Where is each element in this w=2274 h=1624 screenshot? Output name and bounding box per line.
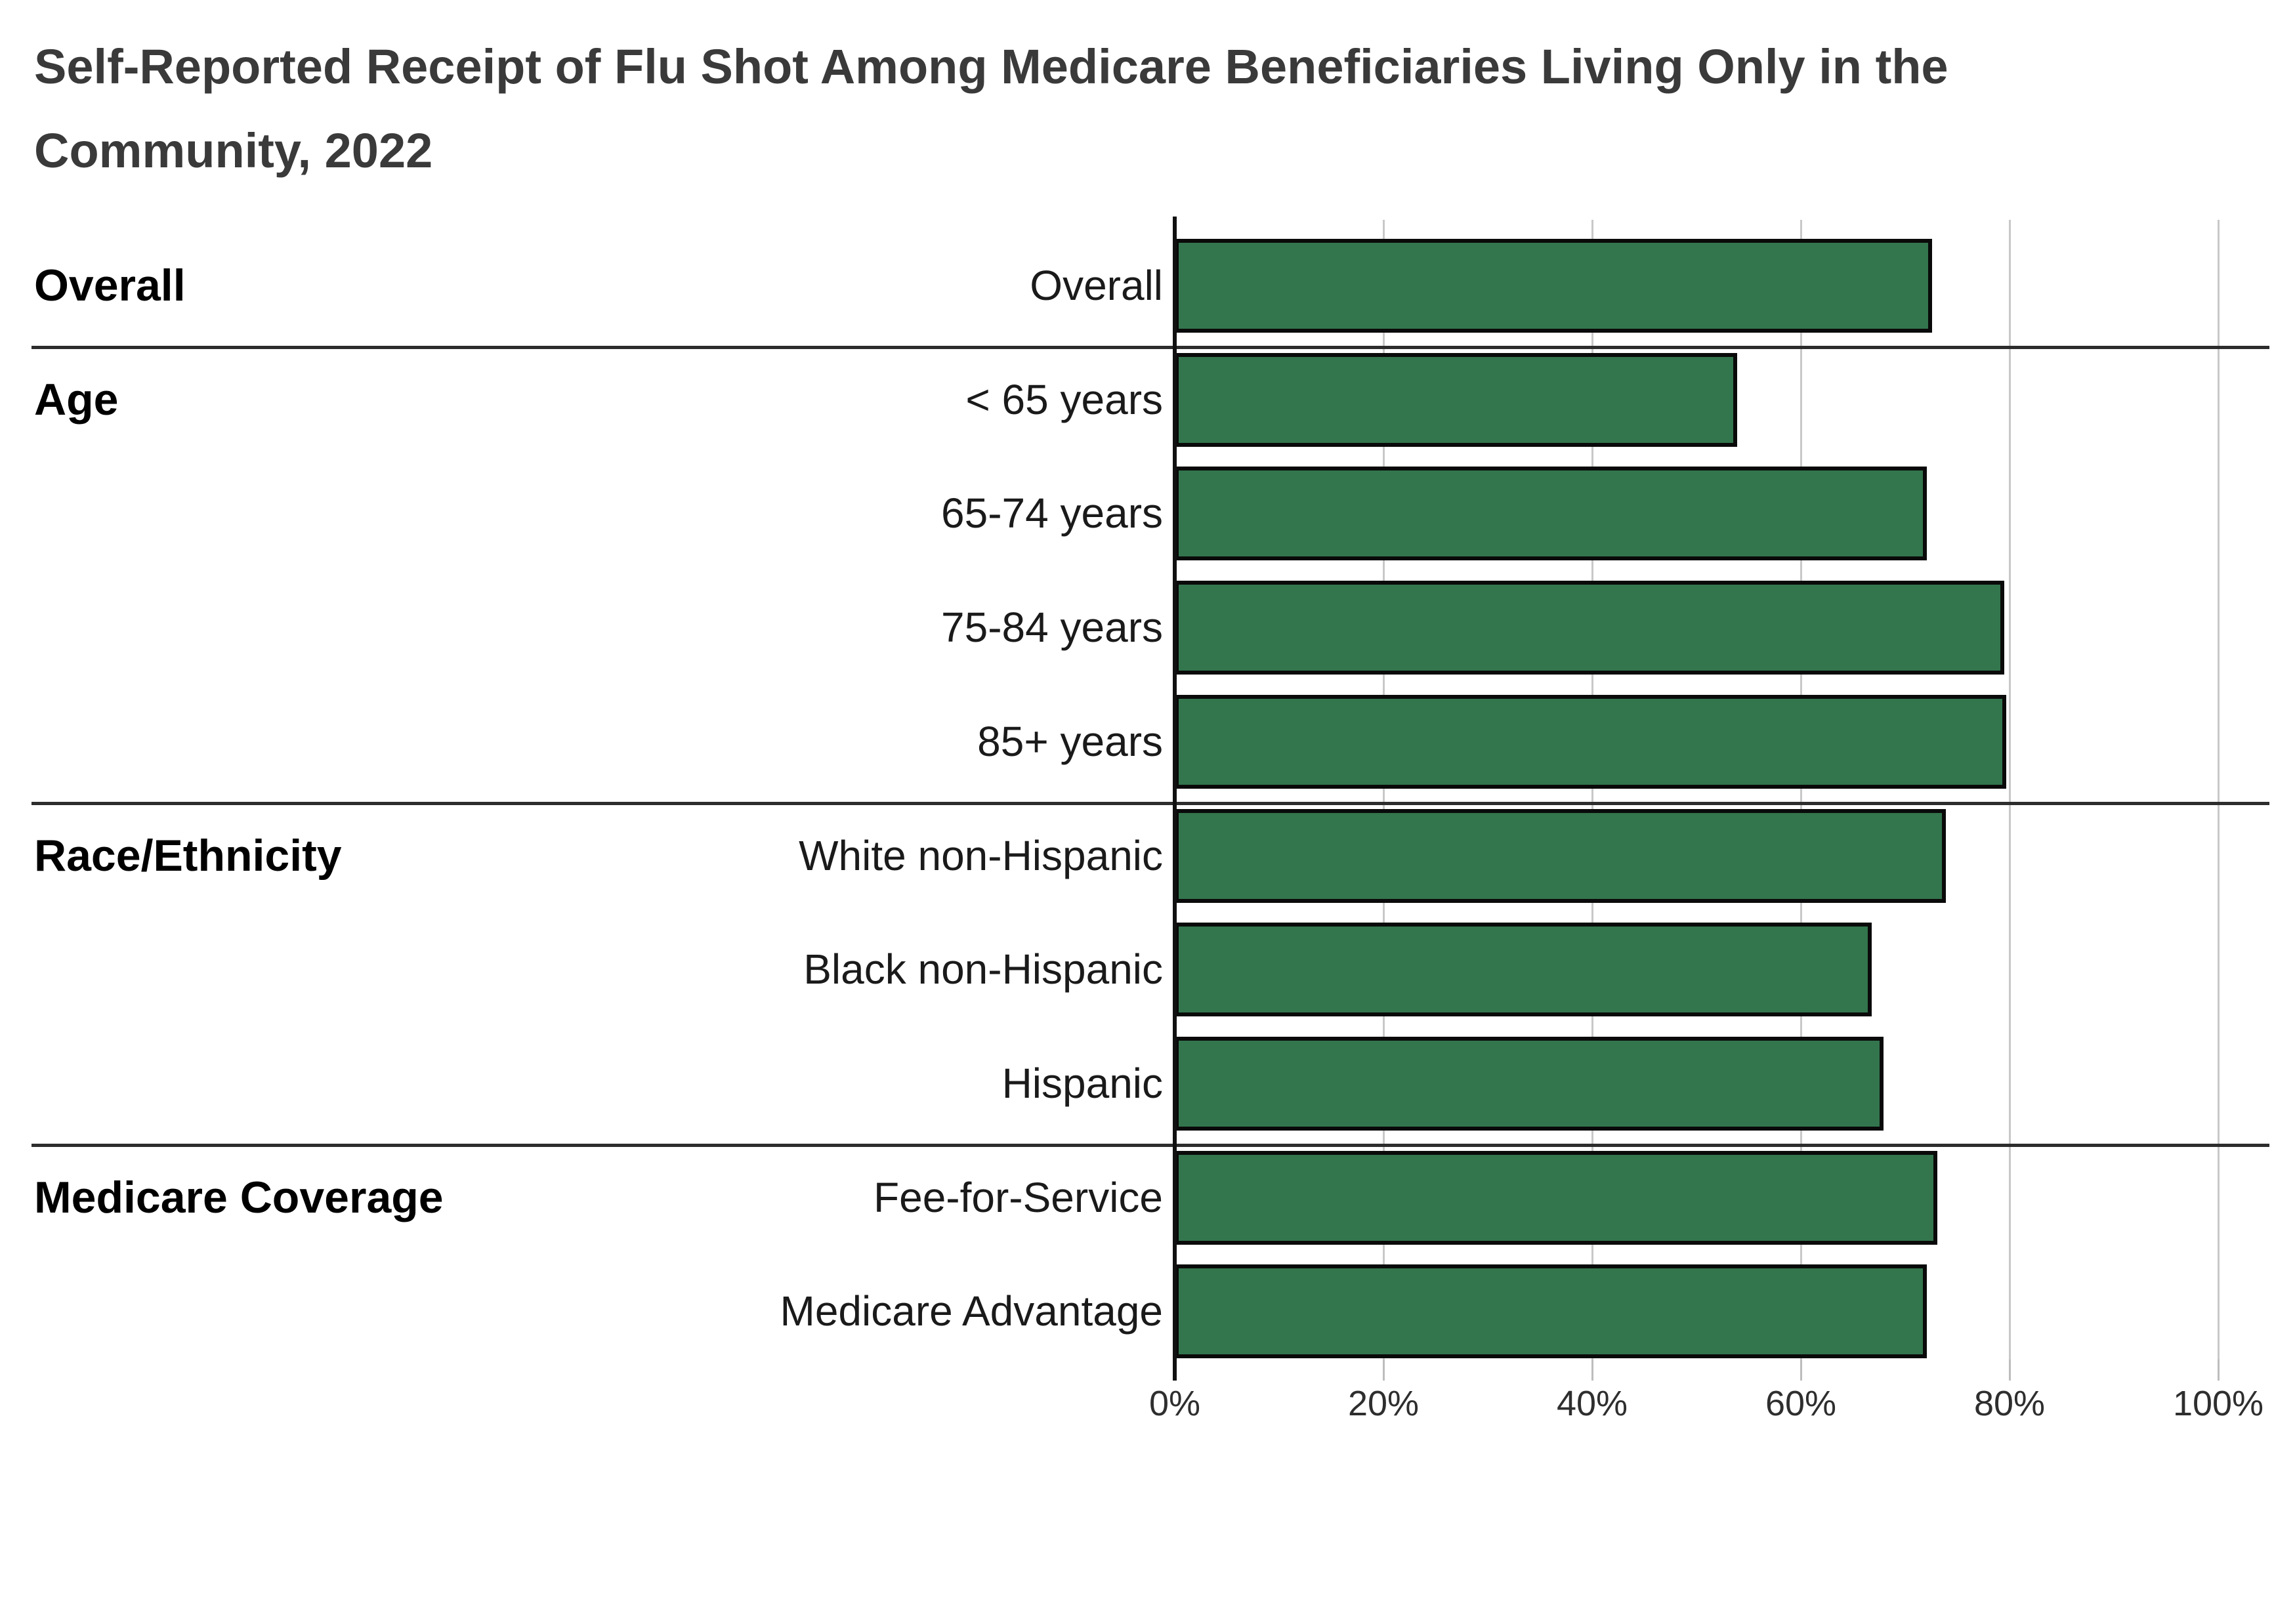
group-label-medicare-coverage: Medicare Coverage — [34, 1172, 444, 1222]
bar-75-84-years — [1175, 581, 2004, 675]
section-separator-after-hispanic — [32, 1144, 2269, 1147]
x-tick-label-100pct: 100% — [2172, 1384, 2264, 1423]
group-label-age: Age — [34, 374, 119, 425]
gridline-80% — [2009, 220, 2011, 1360]
x-tick-label-20pct: 20% — [1347, 1384, 1420, 1423]
chart-title-line-1: Self-Reported Receipt of Flu Shot Among … — [34, 39, 1948, 94]
category-label--65-years: < 65 years — [965, 375, 1163, 423]
bar-medicare-advantage — [1175, 1264, 1927, 1359]
bar--65-years — [1175, 352, 1737, 447]
category-label-fee-for-service: Fee-for-Service — [874, 1173, 1163, 1221]
category-label-white-non-hispanic: White non-Hispanic — [799, 831, 1163, 879]
category-label-85-years: 85+ years — [977, 717, 1163, 765]
section-separator-after-overall — [32, 346, 2269, 349]
tick-mark-60% — [1800, 1360, 1802, 1381]
chart-title: Self-Reported Receipt of Flu Shot Among … — [34, 25, 2226, 193]
bar-overall — [1175, 239, 1932, 333]
group-label-overall: Overall — [34, 260, 186, 310]
x-tick-label-0pct: 0% — [1148, 1384, 1201, 1423]
bar-black-non-hispanic — [1175, 923, 1872, 1017]
gridline-100% — [2218, 220, 2220, 1360]
bar-hispanic — [1175, 1036, 1884, 1131]
bar-65-74-years — [1175, 467, 1927, 561]
bar-white-non-hispanic — [1175, 808, 1946, 903]
category-label-overall: Overall — [1030, 262, 1163, 309]
tick-mark-80% — [2009, 1360, 2011, 1381]
bar-85-years — [1175, 694, 2006, 789]
y-axis-baseline — [1173, 217, 1177, 1381]
tick-mark-40% — [1591, 1360, 1593, 1381]
category-label-black-non-hispanic: Black non-Hispanic — [803, 946, 1163, 993]
gridline-40% — [1591, 220, 1593, 1360]
gridline-20% — [1383, 220, 1385, 1360]
group-label-race-ethnicity: Race/Ethnicity — [34, 830, 342, 881]
category-label-75-84-years: 75-84 years — [941, 604, 1163, 652]
tick-mark-100% — [2218, 1360, 2220, 1381]
x-tick-label-60pct: 60% — [1765, 1384, 1837, 1423]
category-label-hispanic: Hispanic — [1001, 1059, 1163, 1107]
section-separator-after-85-years — [32, 802, 2269, 805]
x-tick-label-40pct: 40% — [1556, 1384, 1628, 1423]
chart-title-line-2: Community, 2022 — [34, 123, 433, 178]
tick-mark-20% — [1383, 1360, 1385, 1381]
x-tick-label-80pct: 80% — [1973, 1384, 2046, 1423]
category-label-65-74-years: 65-74 years — [941, 489, 1163, 537]
bar-fee-for-service — [1175, 1150, 1937, 1245]
category-label-medicare-advantage: Medicare Advantage — [780, 1287, 1164, 1335]
gridline-60% — [1800, 220, 1802, 1360]
